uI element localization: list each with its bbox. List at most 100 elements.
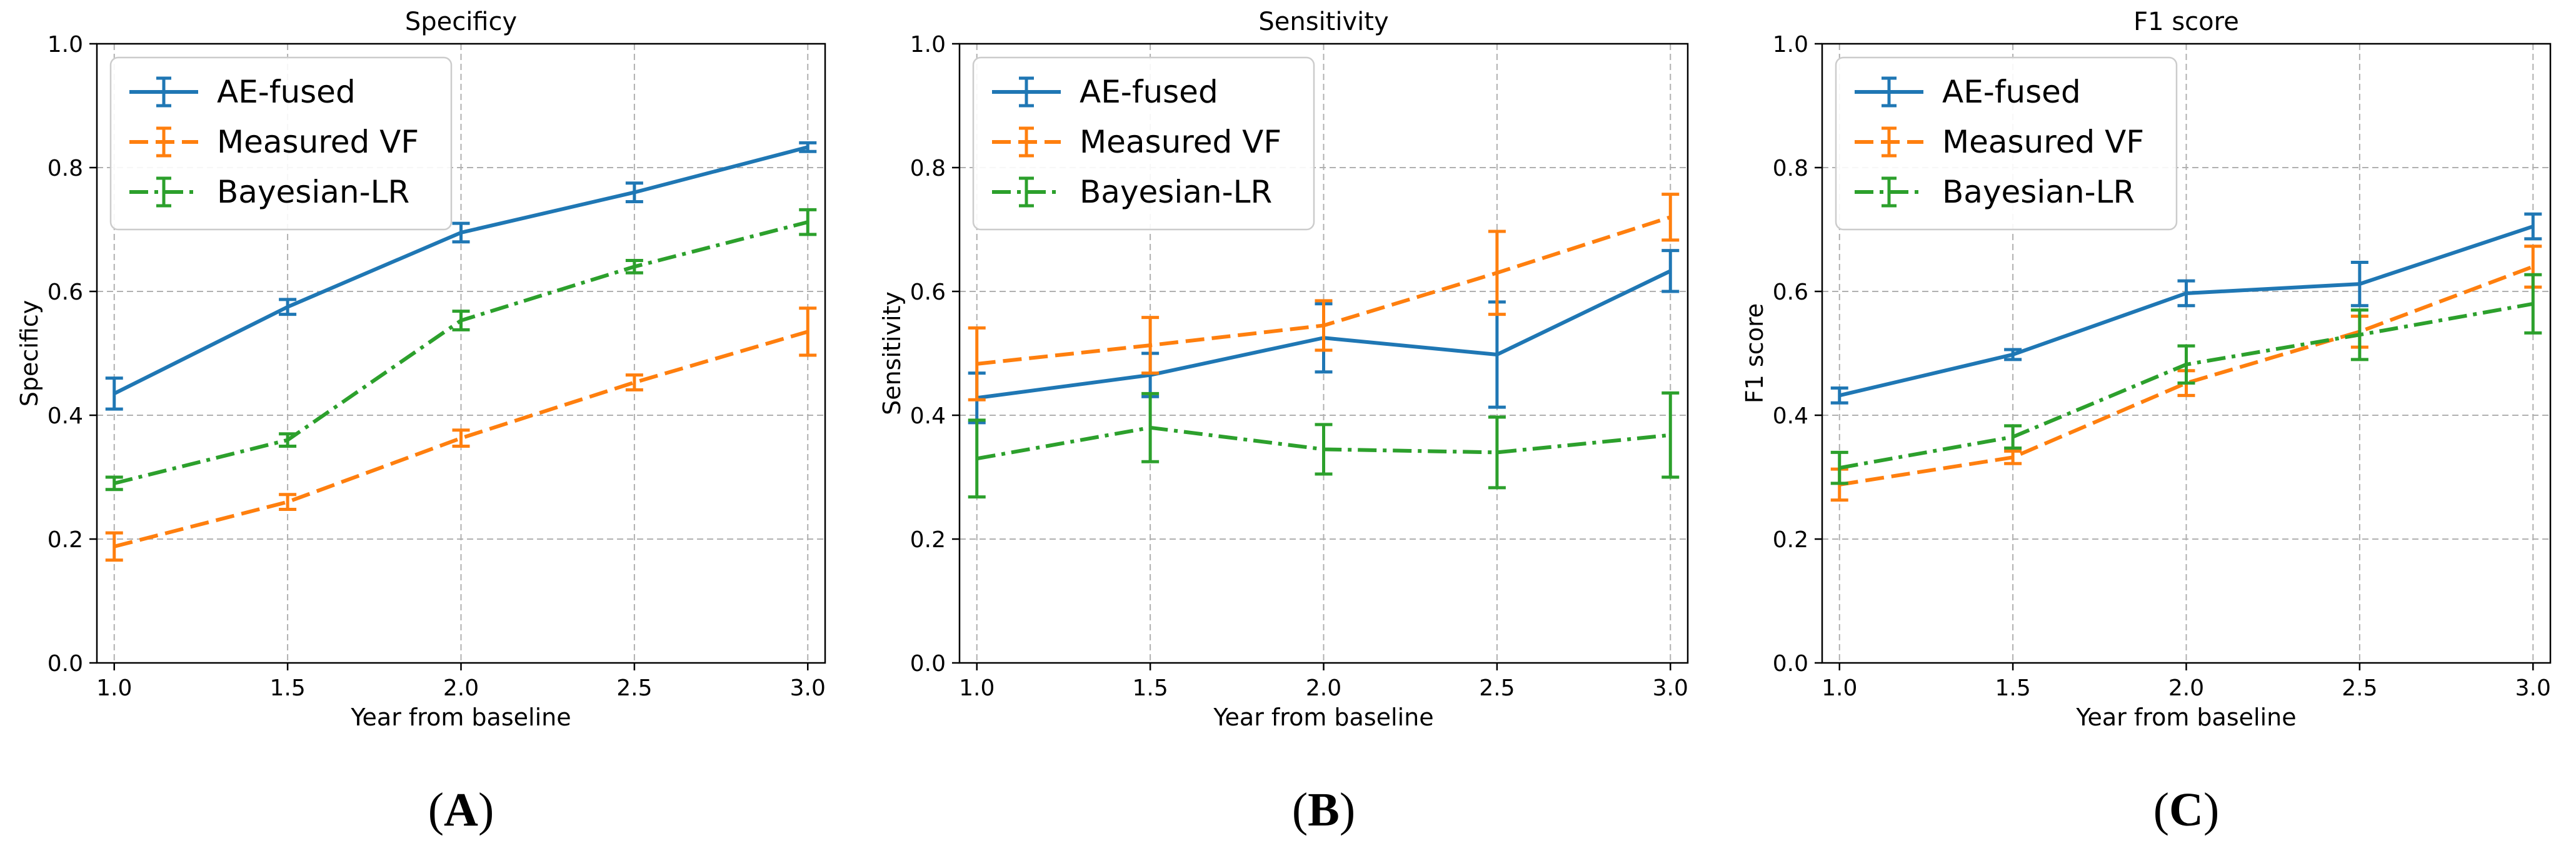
chart-title: F1 score [2133,8,2239,36]
x-tick-label: 1.0 [1822,675,1857,701]
x-tick-label: 3.0 [790,675,826,701]
legend-label: Bayesian-LR [1080,174,1272,210]
y-tick-label: 0.2 [910,527,946,553]
error-bar [2004,424,2022,450]
error-bar [2177,279,2195,308]
error-bar [625,373,643,391]
data-point [807,146,809,148]
y-tick-label: 0.8 [910,156,946,181]
data-point [2532,226,2534,228]
data-point [2012,353,2014,355]
error-bar [1830,450,1848,485]
data-point [2012,436,2014,438]
y-tick-label: 0.2 [1773,527,1808,553]
legend-label: Measured VF [217,124,419,160]
data-point [1323,325,1325,326]
chart-title: Specificy [405,8,517,36]
data-point [1496,272,1498,274]
x-tick-label: 3.0 [2515,675,2551,701]
error-bar [279,298,297,316]
data-point [1670,270,1671,272]
legend-box [1835,56,2178,231]
y-tick-label: 0.6 [1773,280,1808,305]
error-bar [1141,391,1160,463]
y-tick-label: 1.0 [48,32,83,58]
error-bar [452,221,470,244]
error-bar [1661,193,1680,242]
legend-box [109,56,453,231]
chart-panel-c: 1.0 1.5 2.0 2.5 3.0 0.0 0.2 0.4 0.6 0.8 1.0 F1 scor… [1741,8,2552,836]
data-point [807,221,809,223]
y-tick-label: 0.8 [1773,156,1808,181]
y-axis-label: F1 score [1741,303,1768,403]
error-bar [1661,391,1680,479]
data-point [113,393,115,395]
error-bar [1315,423,1333,476]
error-bar [2524,212,2542,241]
data-point [1838,467,1840,469]
data-point [1496,452,1498,453]
legend-label: AE-fused [1942,74,2081,110]
x-tick-label: 1.5 [269,675,305,701]
legend-label: Bayesian-LR [217,174,409,210]
error-bar [1830,386,1848,405]
chart-panel-b: 1.0 1.5 2.0 2.5 3.0 0.0 0.2 0.4 0.6 0.8 1.0 Sensiti… [878,8,1689,836]
data-point [976,458,978,460]
panel-label: (C) [2153,784,2220,836]
data-point [633,381,635,383]
x-tick-label: 2.5 [616,675,652,701]
data-point [2185,292,2187,294]
x-axis-label: Year from baseline [350,704,571,731]
data-point [2185,363,2187,365]
error-bar [968,418,986,499]
data-point [1150,345,1151,346]
y-tick-label: 0.6 [910,280,946,305]
error-bar [2350,308,2368,361]
x-tick-label: 2.5 [1479,675,1515,701]
error-bar [625,181,643,203]
error-bar [105,531,123,562]
data-point [2532,303,2534,305]
data-point [287,439,289,441]
error-bar [105,475,123,492]
data-point [1150,427,1151,428]
error-bar [2177,344,2195,385]
panel-label: (B) [1292,784,1355,836]
error-bar [968,326,986,401]
y-tick-label: 0.0 [48,651,83,677]
error-bar [1488,415,1506,490]
legend-label: AE-fused [1080,74,1218,110]
error-bar [1315,299,1333,352]
legend-box [972,56,1315,231]
x-axis-label: Year from baseline [2075,704,2296,731]
y-tick-label: 0.6 [48,280,83,305]
data-point [1323,448,1325,450]
data-point [460,437,462,439]
legend-label: Bayesian-LR [1942,174,2135,210]
data-point [1496,353,1498,355]
data-point [2532,266,2534,268]
y-tick-label: 0.4 [48,403,83,429]
error-bar [799,306,817,357]
data-point [1838,395,1840,396]
data-point [113,482,115,484]
legend-label: Measured VF [1080,124,1281,160]
legend-label: AE-fused [217,74,356,110]
error-bar [1141,316,1160,375]
x-axis-label: Year from baseline [1213,704,1433,731]
data-point [1670,434,1671,436]
error-bar [2004,348,2022,361]
y-tick-label: 0.8 [48,156,83,181]
series-line-measured-vf [1839,265,2534,487]
data-point [113,545,115,547]
data-point [460,320,462,321]
error-bar [105,376,123,411]
x-tick-label: 1.5 [1132,675,1168,701]
y-tick-label: 0.4 [1773,403,1808,429]
data-point [807,331,809,333]
y-tick-label: 0.0 [1773,651,1808,677]
error-bar [2524,273,2542,335]
y-tick-label: 1.0 [1773,32,1808,58]
legend-label: Measured VF [1942,124,2144,160]
y-axis-label: Specificy [16,300,43,406]
